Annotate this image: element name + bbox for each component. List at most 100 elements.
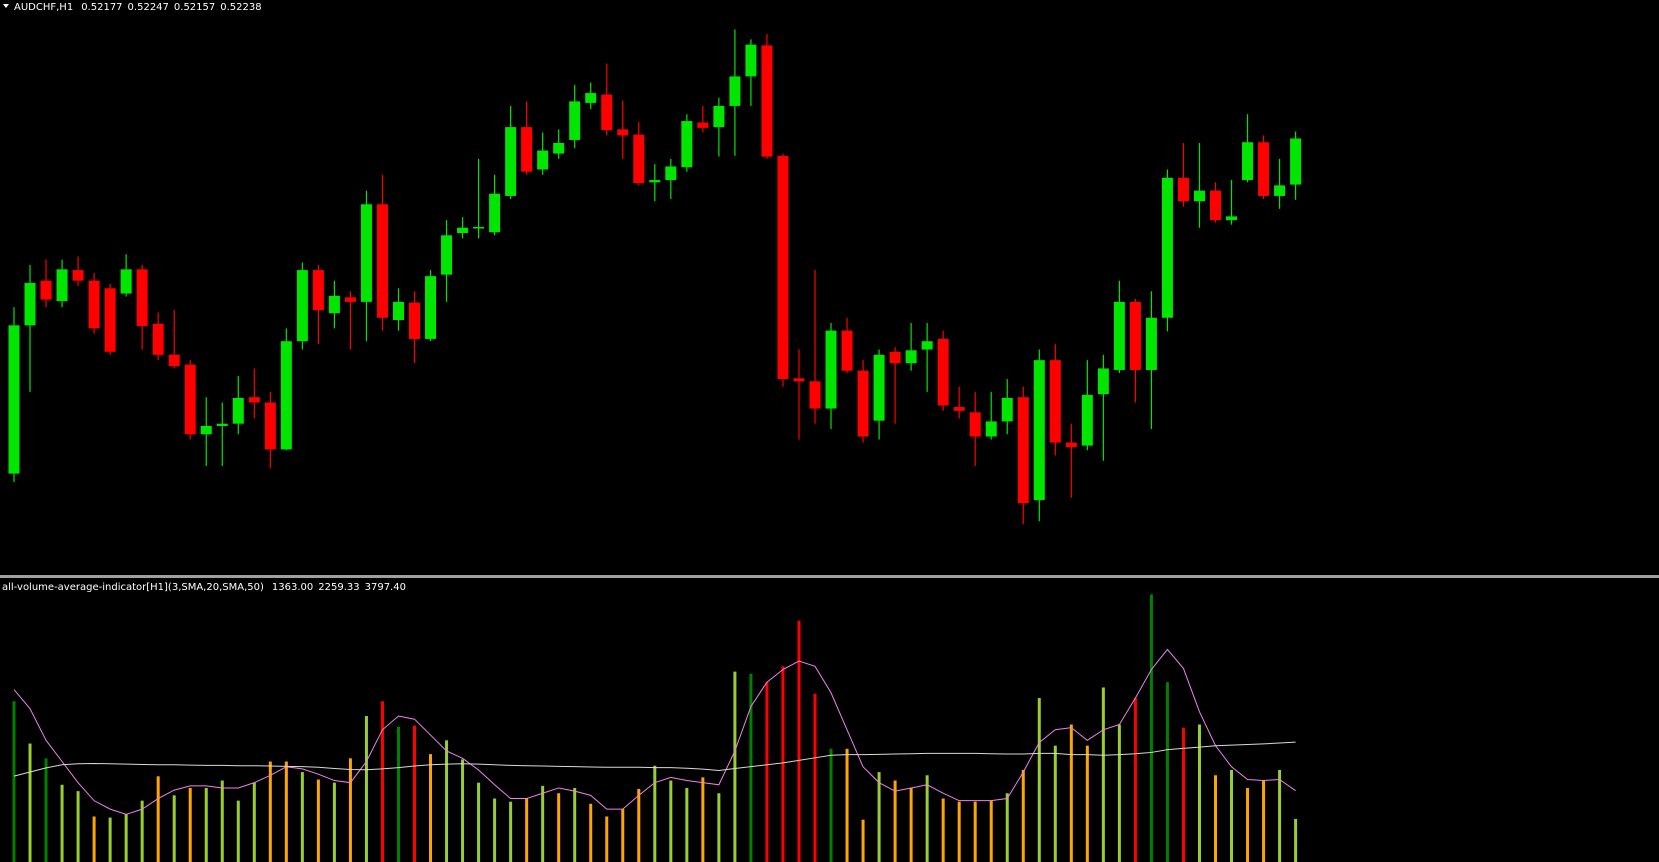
average-line <box>13 648 1296 815</box>
volume-bar <box>541 785 545 862</box>
volume-bar <box>829 748 833 862</box>
candle-body <box>937 338 949 406</box>
volume-bar <box>589 803 593 862</box>
volume-bar <box>1165 682 1169 862</box>
volume-bar <box>477 782 481 862</box>
volume-bar <box>605 816 609 862</box>
candle-body <box>1258 142 1270 196</box>
volume-bar <box>364 716 368 862</box>
volume-bar <box>76 791 80 862</box>
volume-bar <box>813 693 817 862</box>
candle-body <box>328 295 340 314</box>
candle-body <box>825 330 837 409</box>
volume-bar <box>1246 787 1250 862</box>
candle-body <box>873 354 885 421</box>
volume-bar <box>300 772 304 862</box>
candle-body <box>745 44 757 77</box>
candle-body <box>841 330 853 371</box>
candle-body <box>8 325 20 474</box>
candle-body <box>521 127 533 172</box>
candle-body <box>761 45 773 157</box>
volume-bar <box>1117 724 1121 862</box>
volume-bar <box>653 765 657 862</box>
volume-bar <box>12 701 16 862</box>
volume-bar <box>1053 745 1057 862</box>
volume-bar <box>220 780 224 862</box>
volume-bar <box>973 801 977 862</box>
indicator-title: all-volume-average-indicator[H1](3,SMA,2… <box>2 582 264 593</box>
volume-bar <box>396 726 400 862</box>
volume-bar <box>332 782 336 862</box>
candle-body <box>793 378 805 382</box>
candle-body <box>505 127 517 196</box>
candle-body <box>248 397 260 403</box>
volume-bar <box>797 620 801 862</box>
header-value: 1363.00 <box>272 582 313 593</box>
volume-bar <box>461 759 465 862</box>
volume-bar <box>1069 724 1073 862</box>
volume-bar <box>108 817 112 862</box>
candle-body <box>376 204 388 318</box>
volume-bar <box>348 758 352 862</box>
volume-bar <box>28 743 32 862</box>
candle-body <box>1226 216 1238 221</box>
candle-body <box>88 280 100 329</box>
volume-bar <box>493 798 497 862</box>
candle-body <box>601 94 613 131</box>
candle-body <box>489 193 501 233</box>
candle-body <box>649 180 661 183</box>
candle-body <box>1210 190 1221 221</box>
candle-body <box>537 150 549 170</box>
candle-body <box>1049 360 1061 443</box>
candle-body <box>232 397 244 424</box>
volume-bar <box>733 671 737 862</box>
candle-body <box>633 134 645 184</box>
candle-body <box>152 323 164 355</box>
candle-body <box>457 227 469 234</box>
panel-separator <box>0 575 1659 578</box>
volume-bar <box>60 784 64 862</box>
volume-bar <box>124 814 128 862</box>
candle-body <box>441 235 453 275</box>
volume-bar <box>685 787 689 862</box>
candle-body <box>889 351 901 364</box>
candle-body <box>1145 317 1157 370</box>
candle-body <box>569 101 581 140</box>
candle-body <box>1177 177 1189 202</box>
candle-body <box>681 121 693 168</box>
volume-bar <box>781 666 785 862</box>
header-value: 3797.40 <box>365 582 406 593</box>
candle-body <box>360 204 372 302</box>
candle-body <box>953 407 965 411</box>
candle-body <box>1097 368 1109 395</box>
volume-bar <box>92 816 96 862</box>
candle-body <box>72 270 84 281</box>
header-value: 0.52157 <box>174 2 215 13</box>
volume-bar <box>380 701 384 862</box>
candle-body <box>729 76 741 106</box>
candle-body <box>665 166 677 181</box>
volume-bar <box>188 787 192 862</box>
volume-bar <box>925 775 929 862</box>
candle-body <box>1274 185 1286 196</box>
candle-body <box>857 370 869 437</box>
candle-body <box>1017 397 1029 504</box>
volume-bar <box>573 787 577 862</box>
candle-body <box>713 105 725 128</box>
volume-bar <box>877 772 881 862</box>
header-value: 2259.33 <box>318 582 359 593</box>
menu-triangle[interactable] <box>3 4 9 8</box>
volume-bar <box>845 748 849 862</box>
volume-bar <box>236 800 240 862</box>
volume-bar <box>284 761 288 862</box>
volume-bar <box>204 787 208 862</box>
candle-body <box>425 276 437 339</box>
candle-body <box>1033 360 1045 501</box>
volume-bar <box>669 780 673 862</box>
candle-body <box>409 302 420 339</box>
volume-bar <box>701 777 705 862</box>
candle-body <box>24 282 36 326</box>
candle-body <box>585 93 597 103</box>
